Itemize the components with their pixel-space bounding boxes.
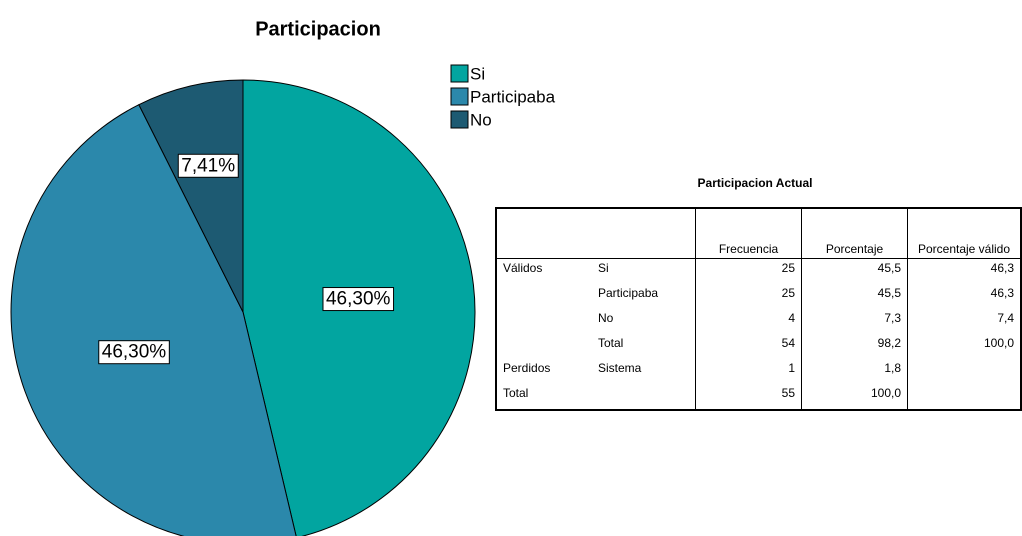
header-cell	[496, 208, 592, 259]
row-group	[496, 309, 592, 334]
cell: 25	[695, 284, 802, 309]
row: Total 55 100,0	[496, 384, 1021, 410]
row: Participaba 25 45,5 46,3	[496, 284, 1021, 309]
cell: 4	[695, 309, 802, 334]
header-cell	[592, 208, 696, 259]
row-label: No	[598, 311, 614, 325]
cell: 100,0	[801, 384, 908, 410]
label-box	[98, 340, 170, 365]
legend-swatch	[450, 64, 469, 83]
legend-swatch	[450, 87, 469, 106]
data-label: 46,30%	[326, 289, 391, 310]
cell	[907, 359, 1021, 384]
row-group: Perdidos	[503, 361, 551, 375]
pie-slice	[10, 104, 297, 536]
cell: 100,0	[907, 334, 1021, 359]
legend-label: Si	[470, 64, 485, 83]
cell: 25	[695, 258, 802, 284]
data-label: 46,30%	[102, 342, 167, 363]
row: Perdidos Sistema 1 1,8	[496, 359, 1021, 384]
table-title: Participacion Actual	[697, 176, 813, 190]
row-group: Válidos	[503, 261, 543, 275]
table-body: Válidos Si 25 45,5 46,3 Participaba 25 45,5 46,3…	[496, 258, 1021, 410]
header-row: Frecuencia Porcentaje Porcentaje válido	[496, 208, 1021, 259]
row-group	[496, 334, 592, 359]
cell: 7,3	[801, 309, 908, 334]
cell: 45,5	[801, 284, 908, 309]
cell	[907, 384, 1021, 410]
row-label: Participaba	[598, 286, 659, 300]
label-box	[322, 287, 395, 312]
row-group: Total	[503, 386, 529, 400]
legend-label: Participaba	[470, 87, 556, 106]
row-label: Si	[598, 261, 609, 275]
cell: 98,2	[801, 334, 908, 359]
header-cell: Porcentaje	[801, 208, 908, 259]
pie-slice	[138, 79, 244, 313]
row: Total 54 98,2 100,0	[496, 334, 1021, 359]
header-cell: Porcentaje válido	[907, 208, 1021, 259]
row-label: Total	[598, 336, 624, 350]
cell: 55	[695, 384, 802, 410]
cell: 46,3	[907, 258, 1021, 284]
cell: 45,5	[801, 258, 908, 284]
legend-label: No	[470, 110, 492, 129]
label-box	[177, 153, 239, 178]
row-group	[496, 284, 592, 309]
chart-title: Participacion	[255, 18, 381, 40]
row-label: Sistema	[598, 361, 642, 375]
cell: 46,3	[907, 284, 1021, 309]
header-cell: Frecuencia	[695, 208, 802, 259]
table: Frecuencia Porcentaje Porcentaje válido …	[495, 207, 1022, 411]
row: No 4 7,3 7,4	[496, 309, 1021, 334]
legend-swatch	[450, 110, 469, 129]
cell: 7,4	[907, 309, 1021, 334]
row: Válidos Si 25 45,5 46,3	[496, 258, 1021, 284]
cell: 1	[695, 359, 802, 384]
cell: 1,8	[801, 359, 908, 384]
data-label: 7,41%	[181, 155, 235, 176]
cell: 54	[695, 334, 802, 359]
